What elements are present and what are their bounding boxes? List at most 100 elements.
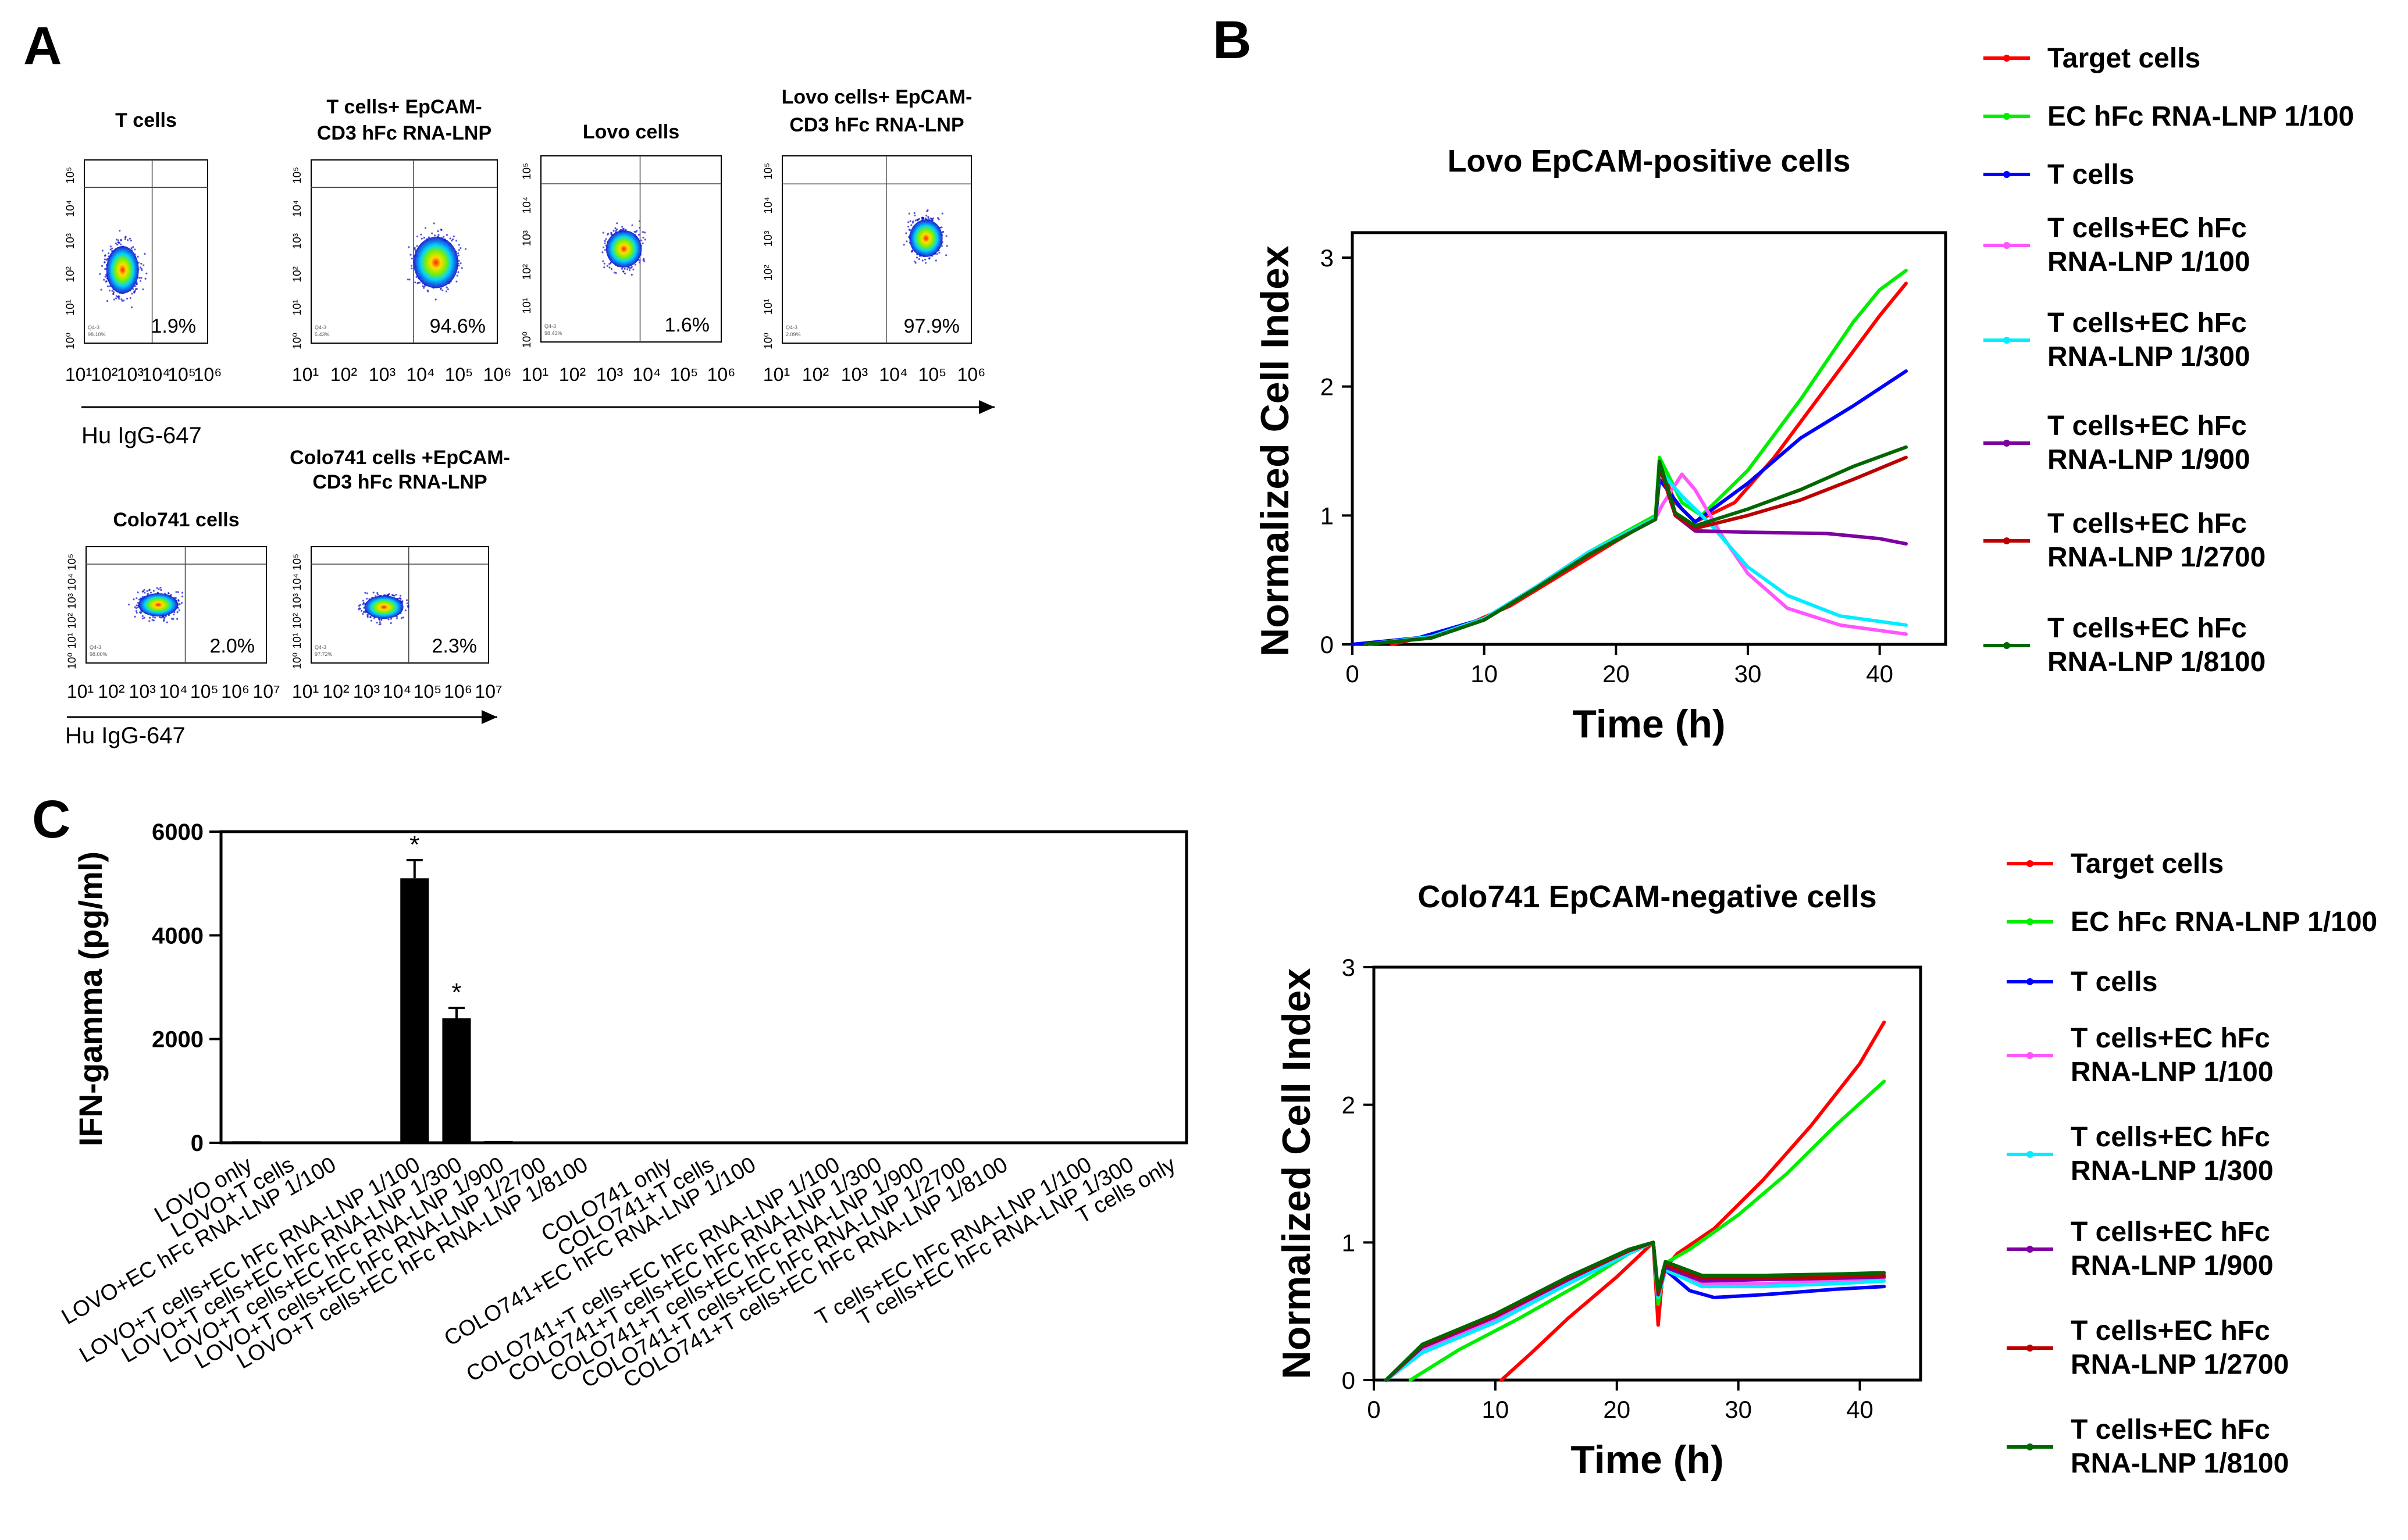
legend-marker xyxy=(2026,978,2033,985)
flow-y-tick: 10³ xyxy=(521,230,533,246)
flow-x-tick: 10³ xyxy=(117,364,144,385)
legend-label-line2: RNA-LNP 1/300 xyxy=(2047,341,2250,372)
flow-x-tick: 10⁴ xyxy=(159,681,187,702)
bar xyxy=(442,1018,471,1143)
legend-item: EC hFc RNA-LNP 1/100 xyxy=(2007,907,2377,937)
x-axis-label: Time (h) xyxy=(1572,702,1725,746)
legend-marker xyxy=(2026,918,2033,925)
flow-x-tick: 10³ xyxy=(129,681,156,702)
legend-label: T cells+EC hFc xyxy=(2071,1023,2270,1054)
flow-y-tick: 10³ xyxy=(291,593,304,609)
legend-label: T cells+EC hFc xyxy=(2047,613,2247,644)
flow-y-tick: 10⁵ xyxy=(763,163,775,180)
legend-label: T cells+EC hFc xyxy=(2047,411,2247,441)
series-line xyxy=(1390,281,1908,646)
bar xyxy=(988,1142,1017,1143)
flow-plot-title: T cells+ EpCAM- xyxy=(326,96,482,118)
y-tick-label: 6000 xyxy=(152,819,204,845)
flow-x-tick: 10¹ xyxy=(292,364,319,385)
flow-x-axis-label-bottom: Hu IgG-647 xyxy=(65,723,186,748)
legend-item: EC hFc RNA-LNP 1/100 xyxy=(1983,101,2354,132)
flow-x-tick: 10¹ xyxy=(292,681,319,702)
legend-item: Target cells xyxy=(2007,849,2224,879)
gate-percent: 2.09% xyxy=(786,331,801,337)
y-axis-label: IFN-gamma (pg/ml) xyxy=(72,851,109,1146)
gate-label: Q4-3 xyxy=(90,644,101,650)
flow-y-tick: 10² xyxy=(65,266,77,282)
flow-plot-frame xyxy=(311,159,498,344)
series-line xyxy=(1384,1240,1886,1382)
quadrant-percent: 2.0% xyxy=(210,635,255,657)
flow-x-tick: 10² xyxy=(91,364,118,385)
series-line xyxy=(1351,369,1908,646)
flow-x-tick: 10³ xyxy=(353,681,380,702)
series-line xyxy=(1384,1240,1886,1382)
flow-x-tick: 10⁴ xyxy=(142,364,170,385)
x-tick-label: 0 xyxy=(1367,1396,1380,1423)
legend-item: T cells xyxy=(2007,967,2157,997)
flow-y-tick: 10⁵ xyxy=(521,163,533,180)
gate-percent: 98.10% xyxy=(88,331,106,337)
y-axis-label: Normalized Cell Index xyxy=(1253,245,1297,657)
flow-y-tick: 10⁵ xyxy=(291,554,304,571)
legend-label: T cells+EC hFc xyxy=(2071,1316,2270,1346)
flow-plot-title-line2: CD3 hFc RNA-LNP xyxy=(317,122,491,144)
plot-frame xyxy=(1372,965,1922,1382)
flow-y-tick: 10² xyxy=(763,265,775,280)
flow-y-tick: 10³ xyxy=(291,233,304,249)
flow-x-tick: 10⁶ xyxy=(483,364,512,385)
legend-label: EC hFc RNA-LNP 1/100 xyxy=(2071,907,2377,937)
series-line xyxy=(1363,455,1908,646)
gate-percent: 97.72% xyxy=(315,651,333,657)
flow-y-tick: 10⁴ xyxy=(521,197,533,213)
series-line xyxy=(1499,1020,1886,1382)
legend-marker xyxy=(2026,860,2033,867)
flow-y-tick: 10¹ xyxy=(291,300,304,315)
flow-x-tick: 10¹ xyxy=(763,364,790,385)
legend-marker xyxy=(2003,242,2010,249)
flow-y-tick: 10³ xyxy=(66,593,79,609)
bar xyxy=(1072,1142,1101,1143)
flow-x-tick: 10⁵ xyxy=(445,364,473,385)
flow-x-tick: 10² xyxy=(98,681,125,702)
series-line xyxy=(1384,1240,1886,1382)
flow-y-tick: 10² xyxy=(521,264,533,280)
quadrant-percent: 1.6% xyxy=(665,314,710,336)
density-core xyxy=(106,246,139,294)
gate-label: Q4-3 xyxy=(315,644,326,650)
significance-star: * xyxy=(409,830,419,859)
flow-x-tick: 10⁵ xyxy=(918,364,947,385)
flow-x-tick: 10⁵ xyxy=(168,364,196,385)
significance-star: * xyxy=(451,978,461,1007)
legend-label: T cells+EC hFc xyxy=(2047,213,2247,244)
panel-letter-a: A xyxy=(23,16,62,76)
flow-y-tick: 10³ xyxy=(763,231,775,247)
y-tick-label: 1 xyxy=(1320,502,1334,529)
flow-x-tick: 10¹ xyxy=(522,364,548,385)
flow-x-tick: 10⁷ xyxy=(475,681,502,702)
legend-label: T cells+EC hFc xyxy=(2047,508,2247,539)
legend-marker xyxy=(2026,1151,2033,1158)
bar xyxy=(274,1142,303,1143)
flow-plot-title: Colo741 cells xyxy=(113,509,239,531)
flow-y-tick: 10⁵ xyxy=(65,167,77,184)
gate-percent: 98.43% xyxy=(544,330,562,336)
legend-label-line2: RNA-LNP 1/300 xyxy=(2071,1156,2274,1186)
legend-marker xyxy=(2003,440,2010,447)
gate-label: Q4-3 xyxy=(315,325,326,330)
legend-marker xyxy=(2003,337,2010,344)
flow-y-tick: 10¹ xyxy=(521,298,533,313)
legend-marker xyxy=(2026,1443,2033,1450)
chart-title: Lovo EpCAM-positive cells xyxy=(1447,144,1850,179)
bar xyxy=(484,1140,513,1143)
flow-x-axis-label-top: Hu IgG-647 xyxy=(81,423,202,448)
bar xyxy=(652,1141,681,1143)
